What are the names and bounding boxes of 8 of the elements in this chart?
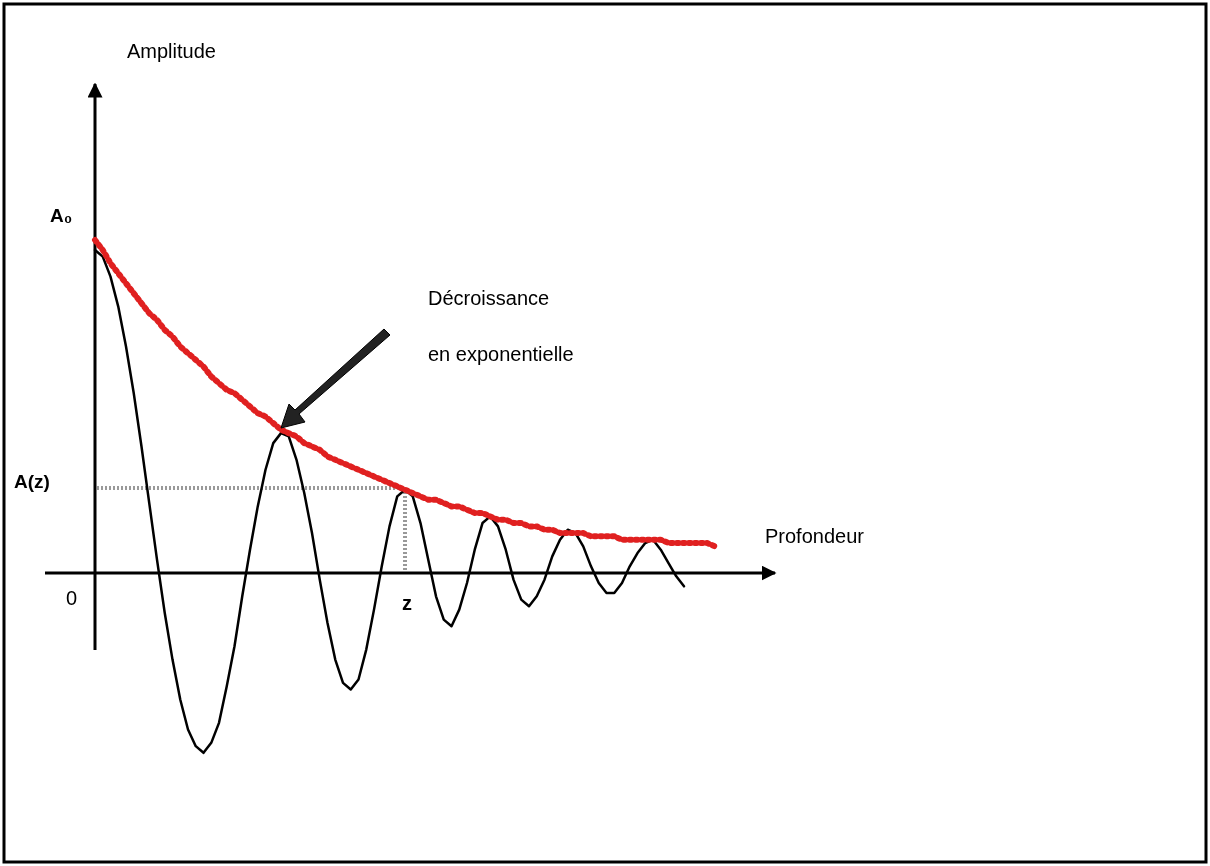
text: A₀ (50, 205, 73, 226)
text: Amplitude (127, 40, 216, 62)
x-axis-title: Profondeur (765, 525, 865, 547)
text: 0 (66, 587, 78, 609)
annotation: Décroissance (428, 287, 550, 309)
annotation: en exponentielle (428, 343, 574, 365)
annotation: z (402, 592, 412, 614)
text: A(z) (14, 471, 50, 492)
